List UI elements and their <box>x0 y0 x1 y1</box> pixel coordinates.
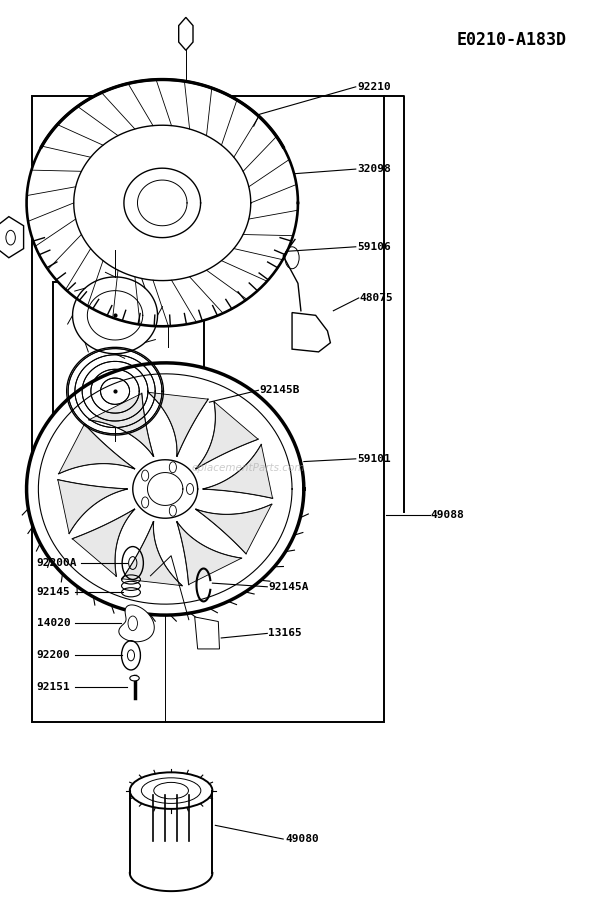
Polygon shape <box>73 509 135 576</box>
Polygon shape <box>58 480 127 534</box>
Polygon shape <box>89 393 153 456</box>
Text: 14020: 14020 <box>37 619 70 628</box>
Text: eplacementParts.com: eplacementParts.com <box>191 463 304 473</box>
Text: E0210-A183D: E0210-A183D <box>457 31 566 49</box>
Polygon shape <box>0 217 24 258</box>
Circle shape <box>169 505 176 516</box>
Text: 13165: 13165 <box>268 629 302 638</box>
Polygon shape <box>179 17 193 50</box>
Text: 92145A: 92145A <box>268 582 309 591</box>
Bar <box>32 96 384 722</box>
Text: 92151: 92151 <box>37 683 70 692</box>
Text: 92200A: 92200A <box>37 558 77 568</box>
Text: 32098: 32098 <box>357 165 391 174</box>
Text: 92200: 92200 <box>37 651 70 660</box>
Text: 59101: 59101 <box>357 454 391 463</box>
Polygon shape <box>130 791 212 891</box>
Text: 92145: 92145 <box>37 588 70 597</box>
Circle shape <box>169 462 176 473</box>
Bar <box>130 791 212 873</box>
Polygon shape <box>27 80 298 326</box>
Polygon shape <box>203 444 273 498</box>
Polygon shape <box>119 605 154 642</box>
Polygon shape <box>27 363 304 615</box>
Polygon shape <box>292 313 330 352</box>
Bar <box>53 282 204 422</box>
Text: 49088: 49088 <box>431 511 464 520</box>
Polygon shape <box>148 392 208 456</box>
Text: 49080: 49080 <box>285 834 319 844</box>
Polygon shape <box>73 277 158 354</box>
Circle shape <box>142 470 149 481</box>
Polygon shape <box>124 168 201 238</box>
Polygon shape <box>58 424 135 473</box>
Ellipse shape <box>130 675 139 681</box>
Polygon shape <box>122 522 182 586</box>
Polygon shape <box>133 460 198 518</box>
Text: 92145B: 92145B <box>260 386 300 395</box>
Ellipse shape <box>142 778 201 803</box>
Text: 48075: 48075 <box>360 293 394 303</box>
Polygon shape <box>67 347 163 435</box>
Text: 92210: 92210 <box>357 82 391 91</box>
Text: 59106: 59106 <box>357 242 391 251</box>
Polygon shape <box>196 505 272 554</box>
Polygon shape <box>195 617 219 649</box>
Polygon shape <box>177 522 241 585</box>
Circle shape <box>186 484 194 494</box>
Circle shape <box>142 497 149 508</box>
Circle shape <box>128 616 137 631</box>
Ellipse shape <box>130 772 212 809</box>
Ellipse shape <box>154 782 188 799</box>
Polygon shape <box>137 180 187 226</box>
Polygon shape <box>196 402 258 469</box>
